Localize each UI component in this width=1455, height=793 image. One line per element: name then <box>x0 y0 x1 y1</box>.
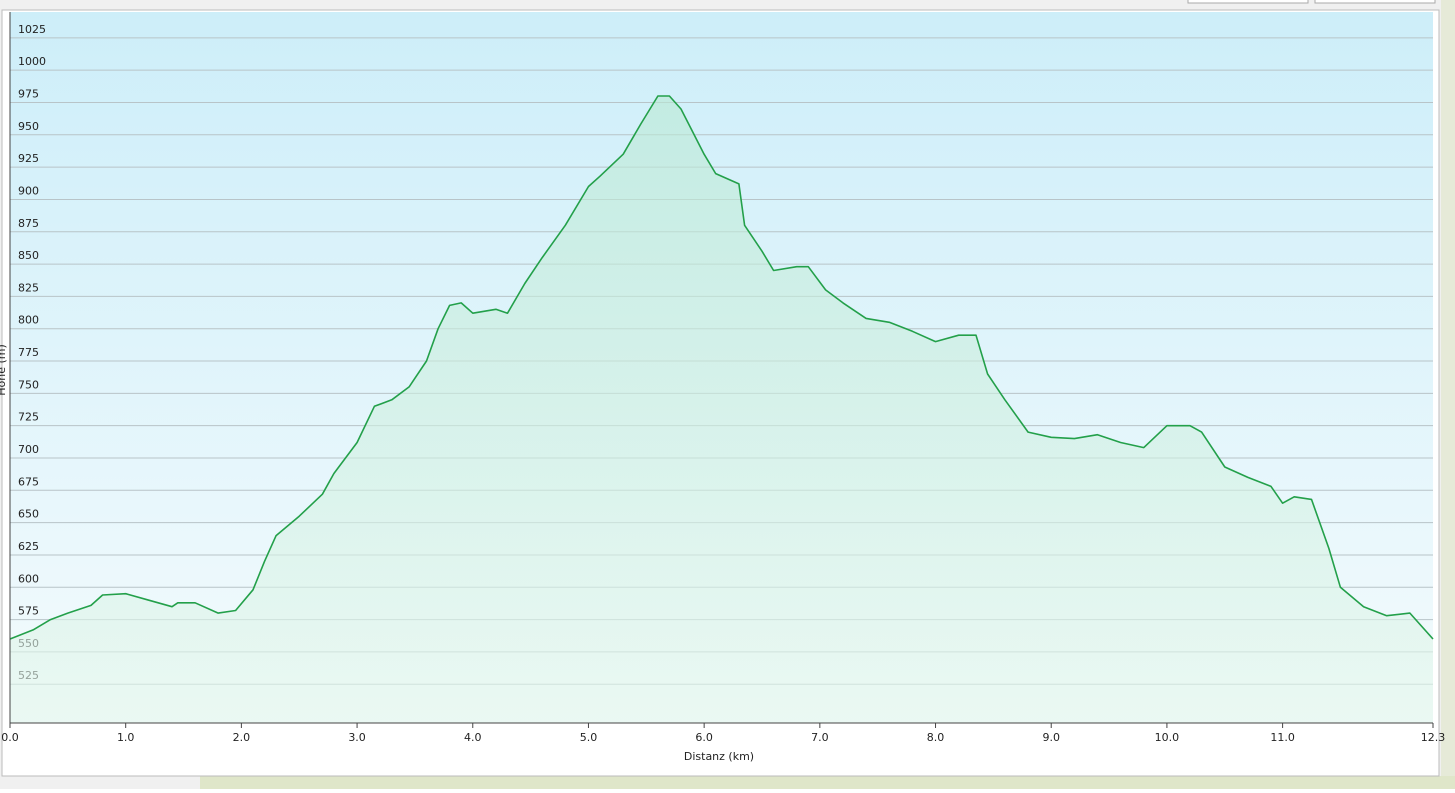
y-tick-label: 625 <box>18 540 39 553</box>
y-tick-label: 925 <box>18 152 39 165</box>
button[interactable] <box>1314 0 1436 4</box>
x-tick-label: 7.0 <box>811 731 829 744</box>
y-tick-label: 950 <box>18 120 39 133</box>
y-tick-label: 600 <box>18 572 39 585</box>
y-tick-label: 575 <box>18 605 39 618</box>
x-tick-label: 0.0 <box>1 731 19 744</box>
y-tick-label: 725 <box>18 411 39 424</box>
map-strip <box>1441 0 1455 789</box>
x-tick-label: 1.0 <box>117 731 135 744</box>
y-tick-label: 975 <box>18 87 39 100</box>
x-tick-label: 8.0 <box>927 731 945 744</box>
x-tick-label: 2.0 <box>233 731 251 744</box>
y-tick-label: 775 <box>18 346 39 359</box>
y-tick-label: 650 <box>18 508 39 521</box>
x-tick-label: 4.0 <box>464 731 482 744</box>
y-tick-label: 750 <box>18 378 39 391</box>
x-tick-label: 9.0 <box>1042 731 1060 744</box>
button[interactable] <box>1187 0 1309 4</box>
x-axis-label: Distanz (km) <box>684 750 754 763</box>
x-tick-label: 12.3 <box>1421 731 1446 744</box>
y-tick-label: 900 <box>18 184 39 197</box>
y-tick-label: 1000 <box>18 55 46 68</box>
y-axis-label: Höhe (m) <box>0 344 8 396</box>
y-tick-label: 850 <box>18 249 39 262</box>
x-tick-label: 3.0 <box>348 731 366 744</box>
y-tick-label: 675 <box>18 475 39 488</box>
y-tick-label: 825 <box>18 281 39 294</box>
y-tick-label: 700 <box>18 443 39 456</box>
x-tick-label: 11.0 <box>1270 731 1295 744</box>
x-tick-label: 10.0 <box>1155 731 1180 744</box>
elevation-line <box>9 95 1434 640</box>
x-tick-label: 6.0 <box>695 731 713 744</box>
map-strip <box>200 776 1455 789</box>
y-tick-label: 875 <box>18 217 39 230</box>
area-fill <box>10 96 1433 723</box>
x-tick-label: 5.0 <box>580 731 598 744</box>
y-tick-label: 800 <box>18 314 39 327</box>
y-tick-label: 1025 <box>18 23 46 36</box>
